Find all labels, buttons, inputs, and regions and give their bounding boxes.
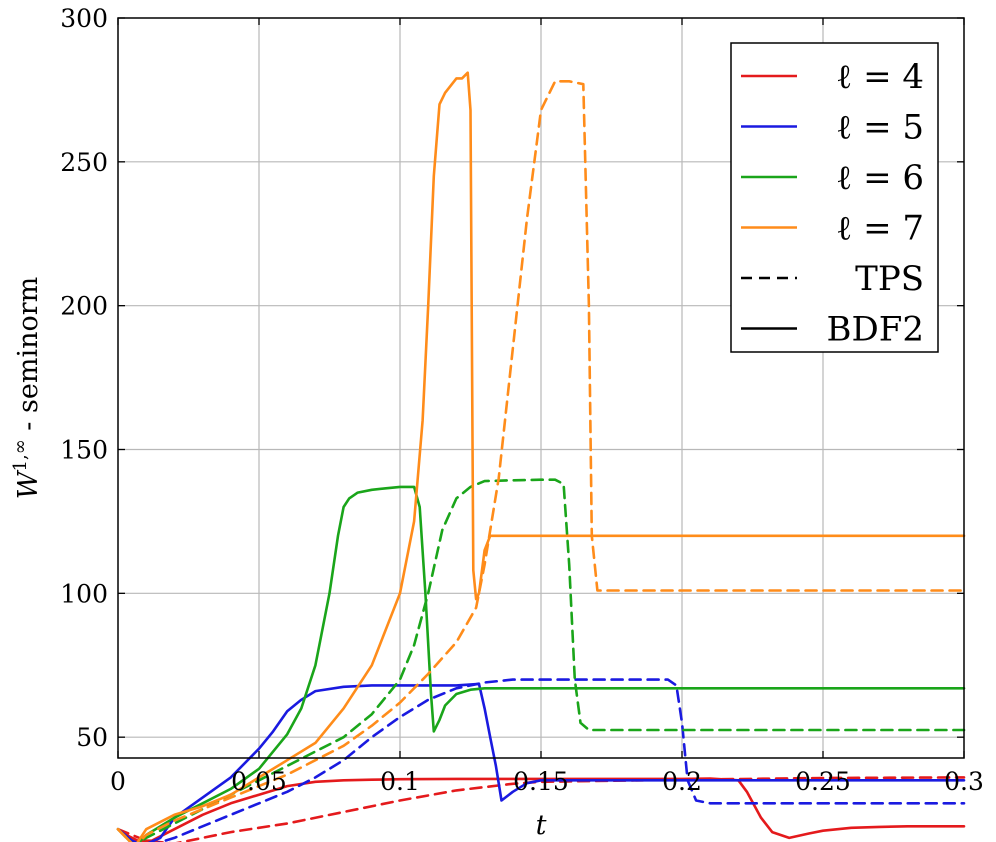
y-tick-label: 150 [60, 436, 108, 465]
legend-label: ℓ = 6 [836, 158, 924, 198]
legend-box [730, 42, 939, 353]
x-tick-label: 0.3 [944, 767, 984, 796]
y-tick-label: 200 [60, 292, 108, 321]
y-tick-label: 50 [76, 723, 108, 752]
legend-label: ℓ = 7 [836, 209, 924, 249]
x-tick-label: 0.2 [662, 767, 702, 796]
y-axis-title: W1,∞ - seminorm [10, 277, 44, 499]
x-tick-label: 0.05 [231, 767, 287, 796]
tick-labels: 0 0.05 0.1 0.15 0.2 0.25 0.3 50 100 150 200 250 300 [60, 4, 984, 796]
y-axis-title-superscript: 1,∞ [10, 439, 31, 471]
legend: ℓ = 4 ℓ = 5 ℓ = 6 ℓ = 7 TPS BDF2 [730, 42, 939, 353]
series-l5-bdf2 [116, 682, 966, 842]
x-axis-title: t [536, 810, 547, 841]
x-tick-label: 0 [110, 767, 126, 796]
y-axis-title-symbol: W [13, 469, 44, 499]
series-l5-tps [116, 678, 966, 842]
axis-ticks [117, 17, 965, 758]
x-tick-label: 0.25 [795, 767, 851, 796]
y-axis-title-text: - seminorm [13, 277, 44, 440]
legend-label: ℓ = 4 [836, 57, 924, 97]
legend-label: ℓ = 5 [836, 108, 924, 148]
legend-label: BDF2 [827, 310, 924, 350]
series-l4-bdf2 [116, 777, 966, 842]
x-tick-label: 0.1 [380, 767, 420, 796]
x-tick-label: 0.15 [513, 767, 569, 796]
series-l7-bdf2 [116, 71, 966, 842]
y-tick-label: 300 [60, 4, 108, 33]
y-tick-label: 250 [60, 148, 108, 177]
y-tick-label: 100 [60, 579, 108, 608]
series-l6-bdf2 [116, 485, 966, 842]
legend-label: TPS [855, 259, 924, 299]
